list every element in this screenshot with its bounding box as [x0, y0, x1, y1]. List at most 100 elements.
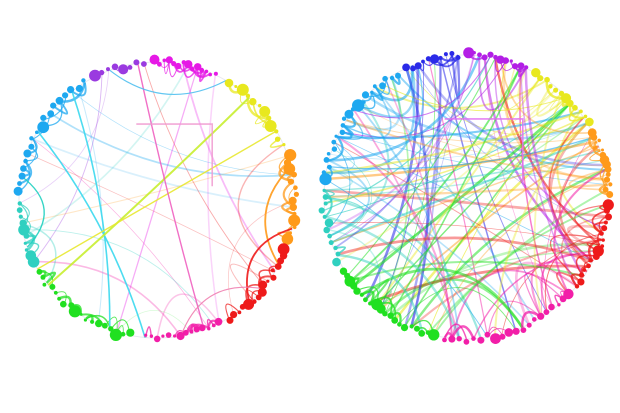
network-node	[214, 317, 223, 326]
network-edge	[379, 76, 410, 311]
network-node	[17, 201, 22, 206]
network-node	[141, 61, 147, 67]
network-edge	[156, 293, 220, 339]
network-node	[331, 146, 338, 152]
network-node	[208, 72, 212, 77]
network-node	[259, 106, 271, 117]
network-node	[18, 214, 23, 219]
network-node	[603, 176, 611, 183]
network-node	[481, 54, 488, 61]
edge-layer	[323, 54, 609, 340]
network-edge	[343, 63, 424, 140]
network-node	[193, 326, 200, 333]
network-node	[400, 324, 409, 332]
local-edge	[328, 136, 344, 162]
network-edge	[335, 236, 594, 263]
network-edge	[22, 229, 215, 326]
network-node	[281, 233, 294, 245]
network-node	[389, 75, 395, 81]
network-node	[490, 333, 501, 344]
local-edge	[19, 160, 33, 185]
network-node	[184, 60, 193, 69]
network-node	[162, 58, 167, 63]
network-node	[144, 333, 148, 337]
network-node	[387, 312, 394, 319]
network-node	[559, 295, 567, 303]
network-node	[594, 145, 598, 149]
highlight-arc	[109, 69, 227, 96]
network-node	[270, 274, 277, 281]
network-edge	[116, 310, 193, 334]
network-edge	[357, 104, 461, 339]
network-node	[339, 267, 348, 275]
network-edge	[33, 73, 103, 263]
network-edge	[379, 55, 459, 311]
network-node	[335, 251, 341, 257]
bracket-edge	[136, 123, 213, 187]
network-edge	[49, 112, 293, 178]
network-node	[359, 292, 364, 297]
network-node	[553, 87, 559, 93]
network-node	[165, 56, 173, 64]
network-node	[509, 59, 513, 63]
network-edge	[536, 83, 568, 117]
network-edge	[433, 174, 607, 336]
network-edge	[568, 169, 608, 191]
network-node	[463, 338, 470, 345]
network-node	[344, 272, 351, 279]
highlight-arc	[47, 96, 251, 286]
network-node	[288, 214, 301, 227]
network-edge	[389, 65, 522, 318]
network-node	[89, 69, 101, 82]
local-edge	[182, 64, 198, 78]
local-edge	[598, 183, 609, 196]
local-edge	[599, 164, 608, 186]
network-edge	[514, 261, 578, 325]
network-node	[603, 207, 611, 214]
network-edge	[71, 91, 293, 176]
network-node	[165, 332, 172, 338]
network-node	[109, 328, 122, 341]
network-node	[428, 329, 440, 341]
network-node	[322, 194, 329, 200]
network-node	[599, 231, 604, 236]
network-edge	[519, 65, 554, 310]
network-node	[288, 196, 297, 205]
network-node	[257, 287, 267, 297]
network-node	[258, 280, 268, 290]
network-node	[270, 268, 275, 273]
network-node	[29, 136, 34, 141]
bracket-edge	[444, 118, 524, 183]
network-edge	[324, 116, 585, 205]
network-node	[414, 325, 420, 332]
network-node	[18, 224, 30, 236]
network-node	[319, 173, 332, 186]
network-node	[293, 191, 299, 197]
network-edge	[501, 239, 602, 335]
network-edge	[556, 111, 604, 235]
network-node	[194, 63, 202, 71]
network-edge	[380, 83, 568, 112]
network-edge	[370, 264, 590, 304]
network-edge	[375, 249, 598, 308]
network-node	[605, 213, 612, 221]
network-node	[582, 268, 587, 272]
network-node	[83, 318, 87, 322]
network-node	[234, 85, 238, 88]
network-edge	[410, 168, 606, 329]
network-node	[23, 158, 28, 164]
network-node	[517, 62, 525, 70]
network-edge	[410, 57, 442, 329]
network-edge	[394, 122, 589, 321]
network-edge	[555, 271, 581, 296]
network-node	[363, 297, 368, 303]
network-node	[287, 178, 294, 185]
network-node	[23, 241, 27, 245]
network-node	[106, 67, 110, 72]
network-node	[274, 129, 279, 134]
network-edge	[333, 55, 459, 250]
network-node	[578, 272, 585, 278]
network-node	[284, 149, 297, 162]
network-edge	[346, 119, 595, 144]
network-node	[42, 282, 47, 287]
